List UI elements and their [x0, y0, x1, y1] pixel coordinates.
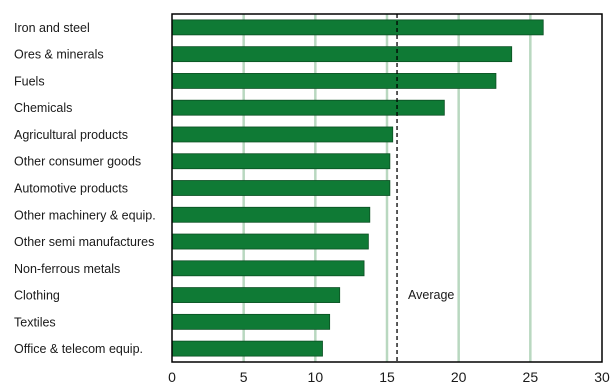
- average-label: Average: [408, 288, 454, 302]
- x-tick-label: 10: [308, 369, 324, 385]
- x-tick-label: 15: [379, 369, 395, 385]
- category-labels: Iron and steel Ores & minerals Fuels Chemic…: [14, 21, 156, 356]
- bar: [171, 126, 394, 143]
- category-label: Office & telecom equip.: [14, 342, 143, 356]
- category-label: Other semi manufactures: [14, 235, 154, 249]
- x-tick-label: 20: [451, 369, 467, 385]
- category-label: Iron and steel: [14, 21, 90, 35]
- category-label: Ores & minerals: [14, 48, 104, 62]
- bar: [171, 206, 371, 223]
- x-tick-label: 25: [523, 369, 539, 385]
- bars: [171, 19, 544, 357]
- x-tick-label: 30: [594, 369, 610, 385]
- bar: [171, 180, 391, 196]
- bar: [171, 233, 369, 250]
- category-label: Non-ferrous metals: [14, 262, 120, 276]
- category-label: Automotive products: [14, 182, 128, 196]
- bar: [171, 19, 544, 36]
- bar: [171, 340, 323, 357]
- category-label: Textiles: [14, 315, 56, 329]
- x-tick-label: 0: [168, 369, 176, 385]
- category-label: Other machinery & equip.: [14, 208, 156, 222]
- bar: [171, 73, 497, 89]
- category-label: Other consumer goods: [14, 155, 141, 169]
- category-label: Chemicals: [14, 101, 72, 115]
- plot-frame: [171, 13, 603, 363]
- bar: [171, 153, 391, 170]
- category-label: Clothing: [14, 289, 60, 303]
- bar: [171, 313, 331, 330]
- bar: [171, 99, 445, 116]
- x-tick-label: 5: [240, 369, 248, 385]
- x-tick-labels: 0 5 10 15 20 25 30: [168, 369, 610, 385]
- bar: [171, 287, 341, 303]
- category-label: Fuels: [14, 74, 45, 88]
- category-label: Agricultural products: [14, 128, 128, 142]
- bar: [171, 46, 513, 63]
- bar: [171, 260, 365, 277]
